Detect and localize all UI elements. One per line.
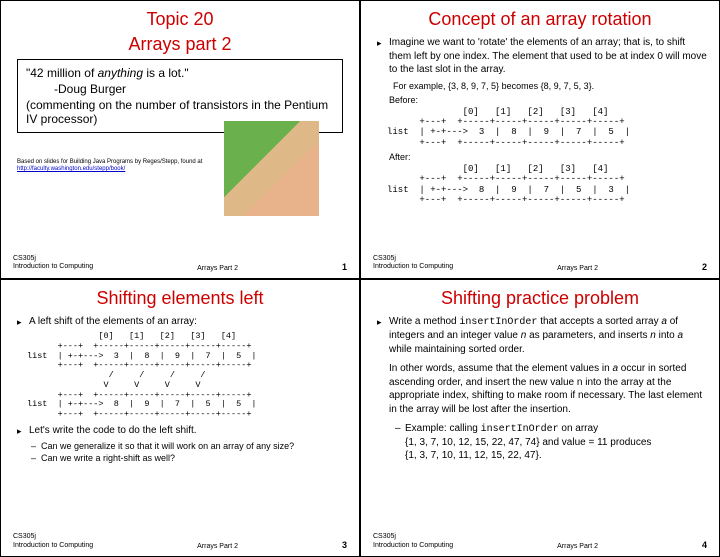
footer-center: Arrays Part 2 xyxy=(197,265,238,272)
bullet-code: insertInOrder xyxy=(459,317,537,328)
slide4-title: Shifting practice problem xyxy=(373,288,707,309)
slide4-para: In other words, assume that the element … xyxy=(389,362,707,416)
slide1-title-line2: Arrays part 2 xyxy=(13,34,347,55)
page-number: 3 xyxy=(342,540,347,550)
footer-sub: Introduction to Computing xyxy=(373,542,453,549)
slide-2: Concept of an array rotation Imagine we … xyxy=(360,0,720,279)
footer-left: CS305j Introduction to Computing xyxy=(373,533,453,550)
after-label: After: xyxy=(389,152,707,162)
footer-course: CS305j xyxy=(13,533,36,540)
slide2-bullet: Imagine we want to 'rotate' the elements… xyxy=(379,36,707,77)
example-pre: Example: calling xyxy=(405,423,481,434)
quote-text: "42 million of anything is a lot." xyxy=(26,66,334,80)
slide3-sub2: Can we write a right-shift as well? xyxy=(31,453,347,465)
slide1-title-line1: Topic 20 xyxy=(13,9,347,30)
footer-center: Arrays Part 2 xyxy=(557,265,598,272)
footer-2: CS305j Introduction to Computing Arrays … xyxy=(373,255,707,272)
after-ascii: [0] [1] [2] [3] [4] +---+ +-----+-----+-… xyxy=(387,164,707,205)
example-code: insertInOrder xyxy=(481,424,559,435)
example-block: Example: calling insertInOrder on array … xyxy=(395,422,707,462)
slide3-bullet2: Let's write the code to do the left shif… xyxy=(19,424,347,438)
footer-left: CS305j Introduction to Computing xyxy=(13,533,93,550)
slide-1: Topic 20 Arrays part 2 "42 million of an… xyxy=(0,0,360,279)
footer-4: CS305j Introduction to Computing Arrays … xyxy=(373,533,707,550)
slide-4: Shifting practice problem Write a method… xyxy=(360,279,720,557)
footer-3: CS305j Introduction to Computing Arrays … xyxy=(13,533,347,550)
footer-center: Arrays Part 2 xyxy=(557,543,598,550)
slide-grid: Topic 20 Arrays part 2 "42 million of an… xyxy=(0,0,720,557)
bullet-pre: Write a method xyxy=(389,316,459,327)
page-number: 4 xyxy=(702,540,707,550)
page-number: 1 xyxy=(342,262,347,272)
attribution-link[interactable]: http://faculty.washington.edu/stepp/book… xyxy=(17,166,125,172)
footer-left: CS305j Introduction to Computing xyxy=(13,255,93,272)
footer-center: Arrays Part 2 xyxy=(197,543,238,550)
slide3-title: Shifting elements left xyxy=(13,288,347,309)
before-label: Before: xyxy=(389,95,707,105)
shift-ascii: [0] [1] [2] [3] [4] +---+ +-----+-----+-… xyxy=(27,332,347,420)
example-line2: {1, 3, 7, 10, 12, 15, 22, 47, 74} and va… xyxy=(405,437,651,448)
slide4-bullet: Write a method insertInOrder that accept… xyxy=(379,315,707,357)
attribution-text: Based on slides for Building Java Progra… xyxy=(17,159,202,165)
photo-placeholder xyxy=(224,121,319,216)
footer-course: CS305j xyxy=(373,255,396,262)
footer-sub: Introduction to Computing xyxy=(13,542,93,549)
page-number: 2 xyxy=(702,262,707,272)
slide3-bullet1: A left shift of the elements of an array… xyxy=(19,315,347,329)
footer-sub: Introduction to Computing xyxy=(13,263,93,270)
footer-sub: Introduction to Computing xyxy=(373,263,453,270)
slide3-sub1: Can we generalize it so that it will wor… xyxy=(31,441,347,453)
footer-course: CS305j xyxy=(13,255,36,262)
footer-1: CS305j Introduction to Computing Arrays … xyxy=(13,255,347,272)
example-post: on array xyxy=(559,423,598,434)
footer-course: CS305j xyxy=(373,533,396,540)
footer-left: CS305j Introduction to Computing xyxy=(373,255,453,272)
example-line3: {1, 3, 7, 10, 11, 12, 15, 22, 47}. xyxy=(405,450,542,461)
slide-3: Shifting elements left A left shift of t… xyxy=(0,279,360,557)
slide2-title: Concept of an array rotation xyxy=(373,9,707,30)
before-ascii: [0] [1] [2] [3] [4] +---+ +-----+-----+-… xyxy=(387,107,707,148)
example-line: For example, {3, 8, 9, 7, 5} becomes {8,… xyxy=(393,81,707,91)
quote-author: -Doug Burger xyxy=(26,82,334,96)
